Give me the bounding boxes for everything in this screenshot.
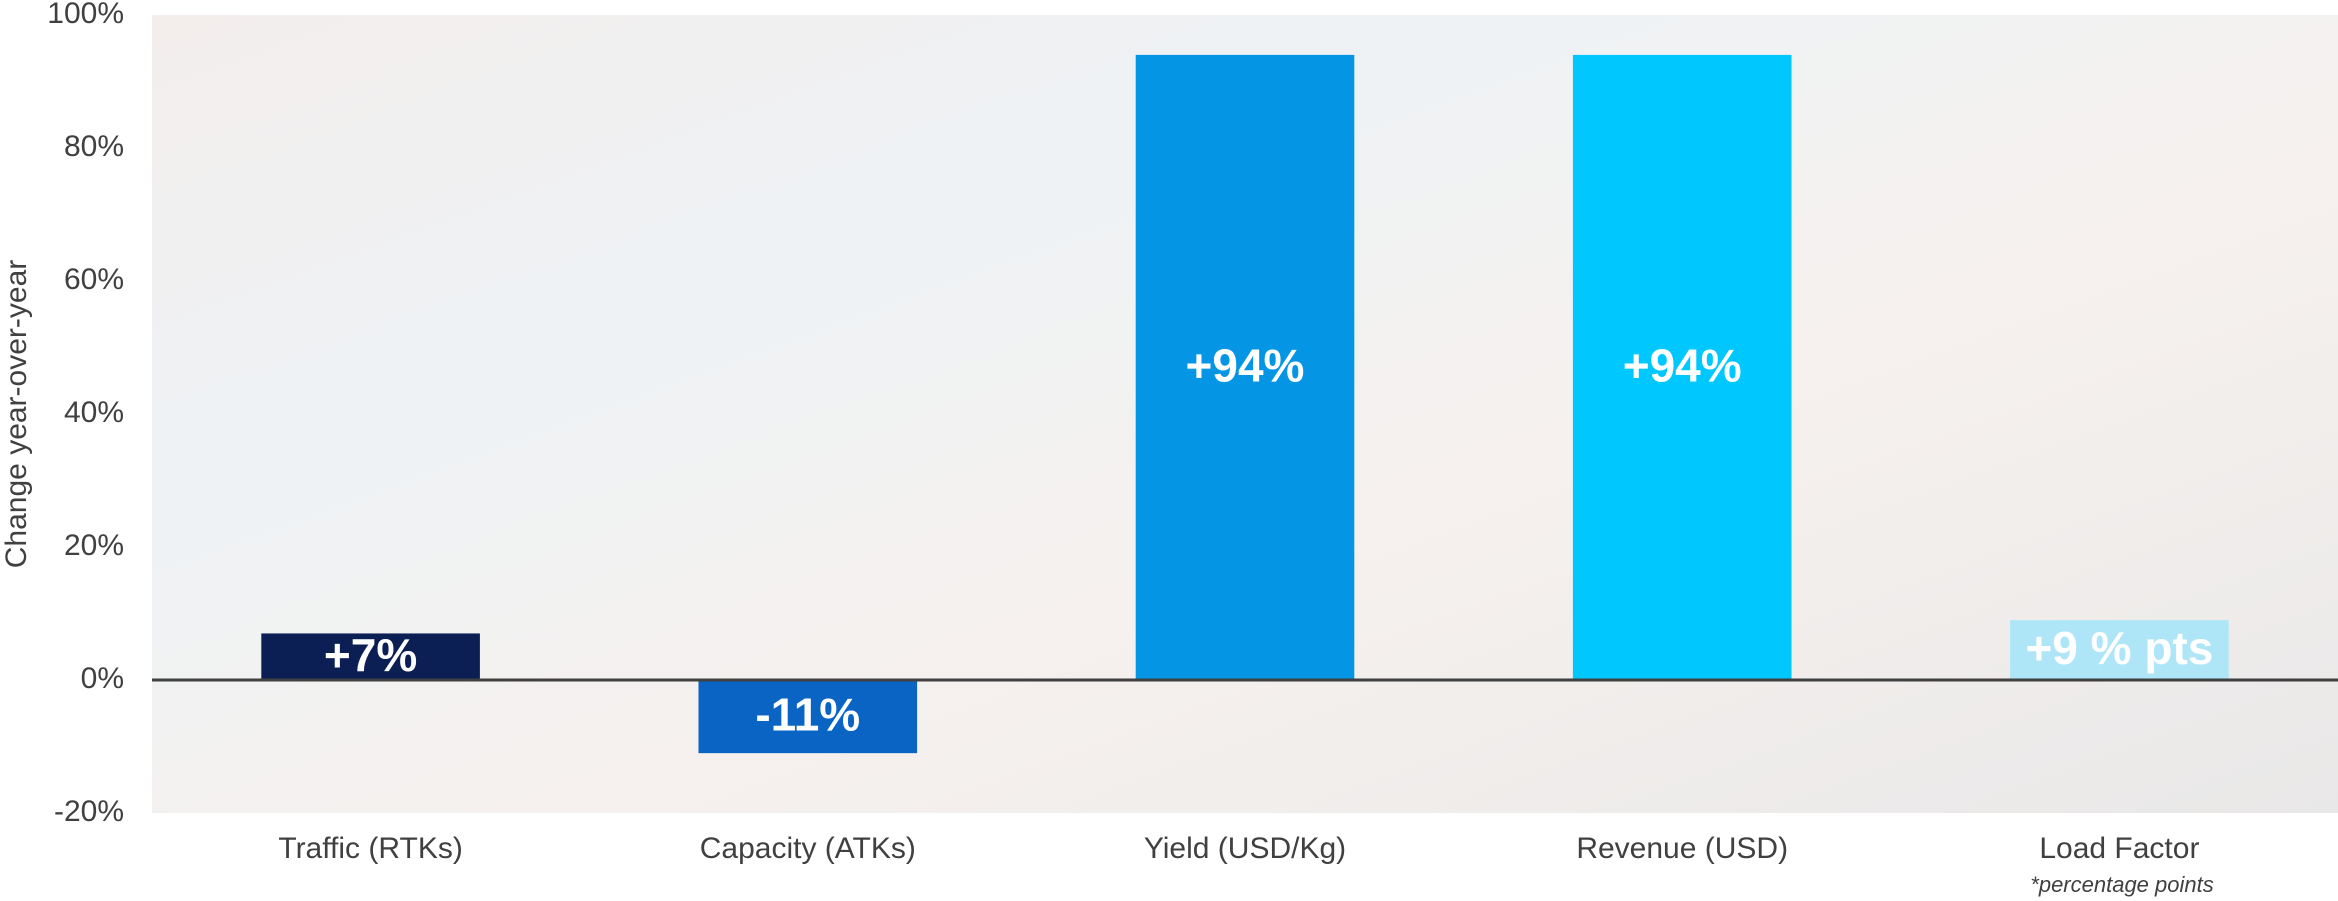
value-label: +94% [1186, 340, 1305, 392]
x-tick-label: Capacity (ATKs) [700, 832, 916, 865]
y-tick-label: 100% [47, 0, 124, 30]
y-tick-label: 40% [64, 396, 124, 429]
bar [698, 680, 918, 754]
y-tick-label: -20% [54, 795, 124, 828]
bar [261, 633, 480, 680]
value-label: +7% [324, 629, 417, 681]
value-label: +9 % pts [2025, 622, 2213, 674]
x-tick-label: Traffic (RTKs) [278, 832, 462, 865]
y-tick-label: 20% [64, 529, 124, 562]
x-tick-label: Yield (USD/Kg) [1144, 832, 1346, 865]
bar [1572, 54, 1792, 680]
x-tick-label: Revenue (USD) [1576, 832, 1788, 865]
bar [2010, 620, 2229, 680]
y-tick-label: 60% [64, 263, 124, 296]
bar [1135, 54, 1355, 680]
value-label: -11% [755, 689, 860, 741]
x-tick-label: Load Factor [2039, 832, 2199, 865]
y-tick-label: 0% [81, 662, 124, 695]
value-label: +94% [1623, 340, 1742, 392]
y-axis-label: Change year-over-year [0, 260, 33, 568]
y-tick-label: 80% [64, 130, 124, 163]
footnote: *percentage points [2030, 872, 2213, 897]
